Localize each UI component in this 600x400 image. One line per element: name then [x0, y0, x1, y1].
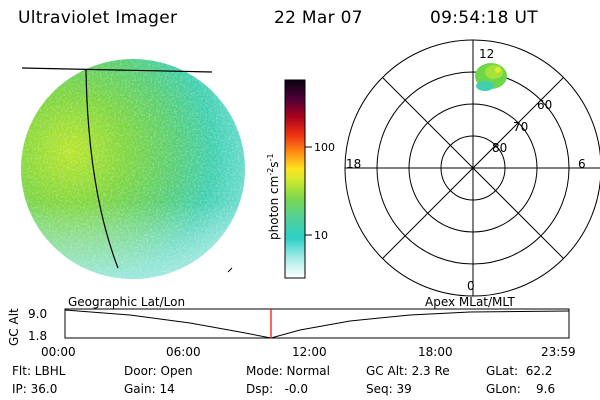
mlt-label-6: 6 [578, 157, 586, 171]
auroral-patch [475, 63, 507, 91]
mlt-label-0: 0 [467, 279, 475, 293]
info-glat: GLat: 62.2 [486, 364, 553, 378]
info-seq: Seq: 39 [366, 382, 412, 396]
colorbar-tick-100: 100 [314, 141, 335, 154]
timeline-x-tick-0000: 00:00 [41, 345, 76, 359]
mlat-label-60: 60 [537, 98, 552, 112]
colorbar: 100 10 photon cm-2s-1 [266, 79, 335, 279]
timeline-y-label: GC Alt [7, 308, 21, 346]
timeline-x-tick-2359: 23:59 [541, 345, 576, 359]
timeline-y-tick-1-8: 1.8 [28, 329, 47, 343]
instrument-title: Ultraviolet Imager [18, 8, 178, 28]
info-ip: IP: 36.0 [12, 382, 58, 396]
altitude-timeline: Geographic Lat/Lon Apex MLat/MLT GC Alt … [7, 295, 570, 346]
info-gain: Gain: 14 [124, 382, 175, 396]
timeline-x-tick-1200: 12:00 [292, 345, 327, 359]
timeline-x-tick-1800: 18:00 [418, 345, 453, 359]
altitude-curve [64, 309, 570, 339]
colorbar-label: photon cm-2s-1 [266, 153, 281, 240]
info-filter: Flt: LBHL [12, 364, 66, 378]
mlat-label-80: 80 [492, 141, 507, 155]
uv-image-disk [21, 59, 245, 279]
info-mode: Mode: Normal [246, 364, 330, 378]
timeline-right-label: Apex MLat/MLT [425, 295, 515, 309]
mlat-label-70: 70 [513, 120, 528, 134]
info-gc-alt: GC Alt: 2.3 Re [366, 364, 450, 378]
disk-limb-tick [227, 267, 233, 273]
info-glon: GLon: 9.6 [486, 382, 556, 396]
timeline-left-label: Geographic Lat/Lon [68, 295, 185, 309]
title-bar: Ultraviolet Imager 22 Mar 07 09:54:18 UT [0, 4, 600, 30]
mlt-label-18: 18 [346, 157, 361, 171]
info-dsp: Dsp: -0.0 [246, 382, 309, 396]
info-door: Door: Open [124, 364, 193, 378]
colorbar-tick-10: 10 [314, 229, 328, 242]
timeline-y-tick-9: 9.0 [28, 307, 47, 321]
mlt-label-12: 12 [479, 47, 494, 61]
timeline-x-tick-0600: 06:00 [166, 345, 201, 359]
image-time: 09:54:18 UT [430, 8, 538, 28]
geographic-meridian-line [85, 69, 119, 269]
geographic-horizon-line [21, 67, 213, 73]
polar-plot: 12 18 6 0 60 70 80 [344, 39, 600, 297]
image-date: 22 Mar 07 [274, 8, 363, 28]
